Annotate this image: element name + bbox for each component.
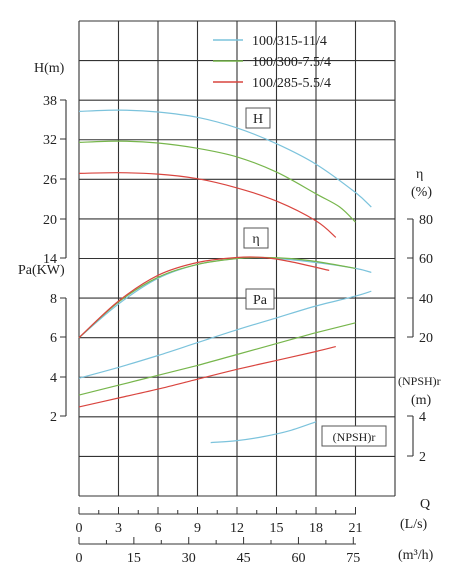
efficiency-tick-label: 60 bbox=[419, 252, 433, 267]
curve-label-power-text: Pa bbox=[253, 293, 268, 308]
efficiency-axis-unit: (%) bbox=[411, 185, 432, 200]
flow-ls-tick-label: 9 bbox=[194, 521, 201, 536]
efficiency-curve-series-1 bbox=[78, 256, 356, 339]
curve-label-efficiency: η bbox=[243, 227, 269, 249]
power-tick-label: 8 bbox=[50, 292, 57, 307]
curve-label-head-box bbox=[245, 107, 271, 129]
flow-m3h-tick-label: 30 bbox=[182, 551, 196, 566]
efficiency-curve-series-2 bbox=[78, 256, 330, 339]
curve-label-power: Pa bbox=[245, 288, 275, 310]
power-axis: 8 6 4 2 bbox=[50, 292, 67, 425]
npsh-tick-label: 2 bbox=[419, 450, 426, 465]
power-curve-series-2 bbox=[78, 346, 336, 408]
power-curve-series-1 bbox=[78, 322, 356, 396]
power-axis-label: Pa(KW) bbox=[18, 263, 65, 278]
flow-ls-tick-label: 15 bbox=[270, 521, 284, 536]
flow-m3h-unit: (m³/h) bbox=[398, 548, 434, 563]
curves bbox=[78, 109, 372, 444]
q-axis-label: Q bbox=[420, 497, 430, 512]
power-tick-label: 2 bbox=[50, 410, 57, 425]
efficiency-axis: 80 60 40 20 bbox=[407, 213, 433, 346]
flow-m3h-axis: 0 15 30 45 60 75 bbox=[76, 537, 360, 566]
efficiency-tick-label: 40 bbox=[419, 292, 433, 307]
power-tick-label: 6 bbox=[50, 331, 57, 346]
npsh-axis: 4 2 bbox=[407, 410, 426, 465]
npsh-axis-label: (NPSH)r bbox=[398, 374, 441, 388]
flow-ls-tick-label: 21 bbox=[349, 521, 363, 536]
power-tick-label: 4 bbox=[50, 371, 57, 386]
power-curve-series-0 bbox=[78, 290, 372, 379]
curve-label-efficiency-box bbox=[243, 227, 269, 249]
flow-m3h-tick-label: 60 bbox=[291, 551, 305, 566]
head-tick-label: 38 bbox=[43, 94, 57, 109]
curve-label-head: H bbox=[245, 107, 271, 129]
flow-ls-tick-label: 6 bbox=[155, 521, 162, 536]
legend-entry-100-285: 100/285-5.5/4 bbox=[252, 76, 331, 91]
curve-label-head-text: H bbox=[253, 112, 263, 127]
efficiency-tick-label: 80 bbox=[419, 213, 433, 228]
head-tick-label: 26 bbox=[43, 173, 57, 188]
flow-ls-unit: (L/s) bbox=[400, 517, 428, 532]
flow-ls-tick-label: 12 bbox=[230, 521, 244, 536]
head-curve-series-1 bbox=[78, 140, 356, 223]
curve-label-efficiency-text: η bbox=[252, 232, 259, 247]
head-tick-label: 20 bbox=[43, 213, 57, 228]
flow-m3h-tick-label: 15 bbox=[127, 551, 141, 566]
head-curve-series-2 bbox=[78, 172, 337, 238]
head-curve-series-0 bbox=[78, 109, 372, 208]
flow-ls-axis: 0 3 6 9 12 15 18 21 bbox=[76, 507, 363, 536]
flow-ls-tick-label: 3 bbox=[115, 521, 122, 536]
efficiency-tick-label: 20 bbox=[419, 331, 433, 346]
head-axis: 38 32 26 20 14 bbox=[43, 94, 67, 267]
legend-entry-100-300: 100/300-7.5/4 bbox=[252, 55, 331, 70]
head-axis-label: H(m) bbox=[34, 61, 65, 76]
curve-label-npsh-text: (NPSH)r bbox=[333, 430, 376, 444]
flow-m3h-tick-label: 0 bbox=[76, 551, 83, 566]
legend-entry-100-315: 100/315-11/4 bbox=[252, 34, 327, 49]
legend: 100/315-11/4 100/300-7.5/4 100/285-5.5/4 bbox=[213, 34, 331, 91]
flow-m3h-tick-label: 75 bbox=[346, 551, 360, 566]
flow-ls-tick-label: 18 bbox=[309, 521, 323, 536]
head-tick-label: 32 bbox=[43, 133, 57, 148]
head-tick-label: 14 bbox=[43, 252, 57, 267]
flow-ls-tick-label: 0 bbox=[76, 521, 83, 536]
curve-label-power-box bbox=[245, 288, 275, 310]
npsh-axis-unit: (m) bbox=[411, 393, 432, 408]
curve-label-npsh-box bbox=[321, 425, 387, 447]
curve-label-npsh: (NPSH)r bbox=[321, 425, 387, 447]
npsh-curve-series-0 bbox=[210, 421, 317, 444]
efficiency-axis-symbol: η bbox=[416, 167, 423, 182]
flow-m3h-tick-label: 45 bbox=[237, 551, 251, 566]
npsh-tick-label: 4 bbox=[419, 410, 426, 425]
